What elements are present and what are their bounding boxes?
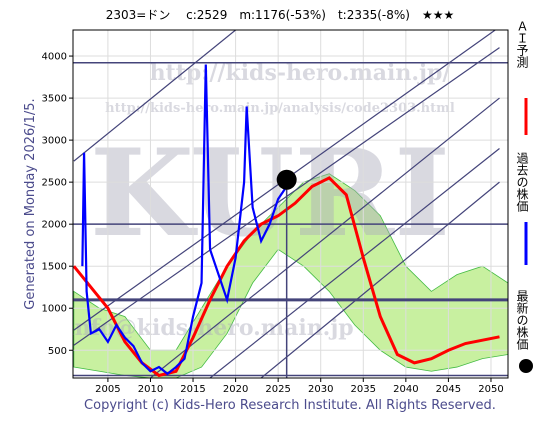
- series-line: [81, 64, 288, 376]
- axes: 500 1000 1500 2000 2500 3000 3500 4000 2005 2010 2…: [42, 52, 504, 395]
- footer: Copyright (c) Kids-Hero Research Institu…: [84, 398, 496, 413]
- y-tick-label: 3500: [42, 94, 67, 105]
- x-tick-label: 2015: [180, 384, 205, 395]
- legend-label: ＡＩ予測: [515, 20, 529, 69]
- y-tick-label: 3000: [42, 136, 67, 147]
- watermark: http://kids-hero.main.jp/analysis/code23…: [105, 101, 455, 116]
- trend-line: [260, 181, 500, 378]
- trend-line: [150, 97, 500, 378]
- y-tick-label: 1500: [42, 262, 67, 273]
- legend-label: 過去の株価: [515, 152, 529, 212]
- y-tick-label: 1000: [42, 304, 67, 315]
- plot-frame: [72, 29, 509, 379]
- watermark: http://kids-hero.main.jp/: [150, 60, 452, 86]
- x-tick-label: 2030: [308, 384, 333, 395]
- y-tick-label: 4000: [42, 52, 67, 63]
- x-tick-label: 2035: [351, 384, 376, 395]
- legend-swatch: [519, 359, 533, 373]
- trend-line: [209, 148, 500, 378]
- x-tick-label: 2020: [223, 384, 248, 395]
- x-tick-label: 2045: [436, 384, 461, 395]
- latest-point: [276, 169, 297, 190]
- watermark: KURI: [90, 123, 451, 264]
- chart-title: 2303=ドン c:2529 m:1176(-53%) t:2335(-8%) …: [106, 8, 455, 22]
- x-tick-label: 2005: [95, 384, 120, 395]
- x-tick-label: 2050: [478, 384, 503, 395]
- y-tick-label: 2500: [42, 178, 67, 189]
- trend-line: [73, 30, 236, 162]
- y-tick-label: 2000: [42, 220, 67, 231]
- side-label: Generated on Monday 2026/1/5.: [23, 98, 38, 309]
- x-tick-label: 2025: [265, 384, 290, 395]
- x-tick-label: 2040: [393, 384, 418, 395]
- y-tick-label: 500: [48, 346, 67, 357]
- x-tick-label: 2010: [138, 384, 163, 395]
- plot-area: http://kids-hero.main.jp/http://kids-her…: [73, 30, 508, 378]
- legend-label: 最新の株価: [515, 290, 529, 350]
